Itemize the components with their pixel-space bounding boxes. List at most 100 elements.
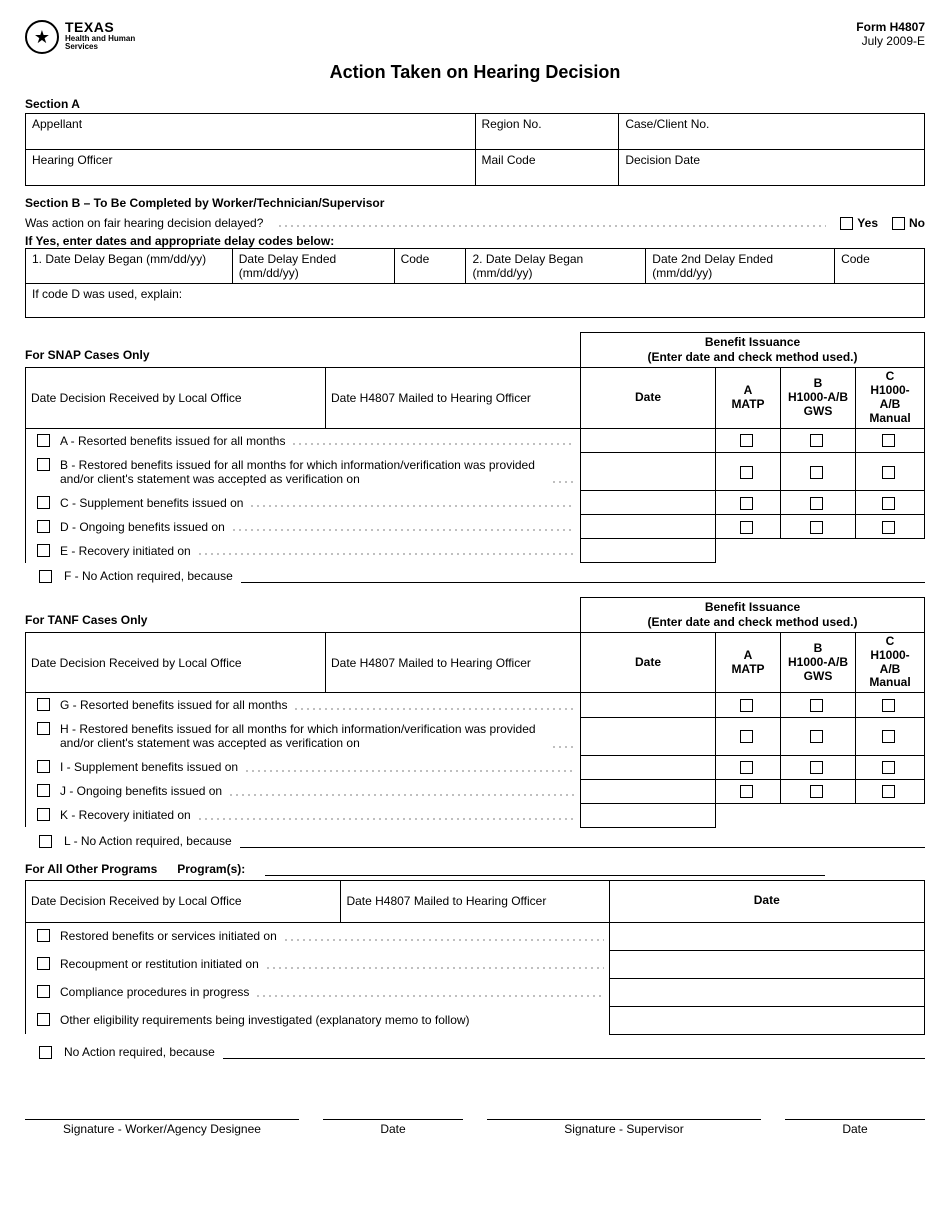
snap-heading: For SNAP Cases Only bbox=[25, 332, 580, 367]
snap-a-gws-checkbox[interactable] bbox=[810, 434, 823, 447]
region-no-field[interactable]: Region No. bbox=[475, 114, 619, 150]
snap-f-reason-line[interactable] bbox=[241, 569, 925, 583]
tanf-j-gws-checkbox[interactable] bbox=[810, 785, 823, 798]
other-recoup-checkbox[interactable] bbox=[37, 957, 50, 970]
tanf-i-manual-checkbox[interactable] bbox=[882, 761, 895, 774]
snap-table: Date Decision Received by Local Office D… bbox=[25, 367, 925, 563]
tanf-i-checkbox[interactable] bbox=[37, 760, 50, 773]
hearing-officer-field[interactable]: Hearing Officer bbox=[26, 150, 476, 186]
code-d-explain-field[interactable]: If code D was used, explain: bbox=[26, 284, 925, 318]
snap-d-checkbox[interactable] bbox=[37, 520, 50, 533]
snap-a-matp-checkbox[interactable] bbox=[740, 434, 753, 447]
tanf-k-date[interactable] bbox=[581, 803, 716, 827]
other-compliance-date[interactable] bbox=[609, 978, 924, 1006]
other-elig-checkbox[interactable] bbox=[37, 1013, 50, 1026]
other-item-recoup: Recoupment or restitution initiated on bbox=[26, 950, 610, 978]
snap-b-date[interactable] bbox=[581, 453, 716, 491]
snap-a-manual-checkbox[interactable] bbox=[882, 434, 895, 447]
tanf-i-matp-checkbox[interactable] bbox=[740, 761, 753, 774]
benefit-issuance-heading-snap: Benefit Issuance (Enter date and check m… bbox=[580, 332, 925, 367]
tanf-h-checkbox[interactable] bbox=[37, 722, 50, 735]
page-header: ★ TEXAS Health and Human Services Form H… bbox=[25, 20, 925, 54]
mail-code-field[interactable]: Mail Code bbox=[475, 150, 619, 186]
tanf-h-date[interactable] bbox=[581, 717, 716, 755]
tanf-date-received-field[interactable]: Date Decision Received by Local Office bbox=[26, 633, 326, 693]
yes-checkbox[interactable] bbox=[840, 217, 853, 230]
other-restored-checkbox[interactable] bbox=[37, 929, 50, 942]
snap-c-matp-checkbox[interactable] bbox=[740, 497, 753, 510]
other-no-action-reason-line[interactable] bbox=[223, 1045, 925, 1059]
snap-b-matp-checkbox[interactable] bbox=[740, 466, 753, 479]
snap-b-checkbox[interactable] bbox=[37, 458, 50, 471]
tanf-k-checkbox[interactable] bbox=[37, 808, 50, 821]
tanf-j-date[interactable] bbox=[581, 779, 716, 803]
other-item-restored: Restored benefits or services initiated … bbox=[26, 922, 610, 950]
other-compliance-checkbox[interactable] bbox=[37, 985, 50, 998]
tanf-i-gws-checkbox[interactable] bbox=[810, 761, 823, 774]
case-client-no-field[interactable]: Case/Client No. bbox=[619, 114, 925, 150]
delay2-ended-field[interactable]: Date 2nd Delay Ended (mm/dd/yy) bbox=[646, 249, 835, 284]
other-no-action-text: No Action required, because bbox=[64, 1045, 215, 1059]
agency-logo-block: ★ TEXAS Health and Human Services bbox=[25, 20, 135, 54]
tanf-table: Date Decision Received by Local Office D… bbox=[25, 632, 925, 828]
tanf-j-matp-checkbox[interactable] bbox=[740, 785, 753, 798]
other-date-mailed-field[interactable]: Date H4807 Mailed to Hearing Officer bbox=[341, 880, 609, 922]
tanf-h-matp-checkbox[interactable] bbox=[740, 730, 753, 743]
delay2-began-field[interactable]: 2. Date Delay Began (mm/dd/yy) bbox=[466, 249, 646, 284]
tanf-col-b: BH1000-A/BGWS bbox=[781, 633, 856, 693]
snap-c-date[interactable] bbox=[581, 491, 716, 515]
other-recoup-date[interactable] bbox=[609, 950, 924, 978]
tanf-g-manual-checkbox[interactable] bbox=[882, 699, 895, 712]
tanf-i-date[interactable] bbox=[581, 755, 716, 779]
signature-date2[interactable]: Date bbox=[785, 1119, 925, 1136]
section-a-label: Section A bbox=[25, 97, 925, 111]
state-seal-icon: ★ bbox=[25, 20, 59, 54]
tanf-g-date[interactable] bbox=[581, 693, 716, 718]
delay2-code-field[interactable]: Code bbox=[835, 249, 925, 284]
delay1-code-field[interactable]: Code bbox=[394, 249, 466, 284]
tanf-j-manual-checkbox[interactable] bbox=[882, 785, 895, 798]
other-no-action-checkbox[interactable] bbox=[39, 1046, 52, 1059]
appellant-field[interactable]: Appellant bbox=[26, 114, 476, 150]
other-date-received-field[interactable]: Date Decision Received by Local Office bbox=[26, 880, 341, 922]
delay1-began-field[interactable]: 1. Date Delay Began (mm/dd/yy) bbox=[26, 249, 233, 284]
snap-header-row: For SNAP Cases Only Benefit Issuance (En… bbox=[25, 332, 925, 367]
snap-b-gws-checkbox[interactable] bbox=[810, 466, 823, 479]
programs-input-line[interactable] bbox=[265, 862, 825, 876]
other-restored-date[interactable] bbox=[609, 922, 924, 950]
tanf-l-checkbox[interactable] bbox=[39, 835, 52, 848]
snap-item-b: B - Restored benefits issued for all mon… bbox=[26, 453, 581, 491]
tanf-g-gws-checkbox[interactable] bbox=[810, 699, 823, 712]
no-checkbox[interactable] bbox=[892, 217, 905, 230]
delay1-ended-field[interactable]: Date Delay Ended (mm/dd/yy) bbox=[232, 249, 394, 284]
decision-date-field[interactable]: Decision Date bbox=[619, 150, 925, 186]
signature-date1[interactable]: Date bbox=[323, 1119, 463, 1136]
snap-d-date[interactable] bbox=[581, 515, 716, 539]
tanf-g-checkbox[interactable] bbox=[37, 698, 50, 711]
snap-a-checkbox[interactable] bbox=[37, 434, 50, 447]
snap-d-manual-checkbox[interactable] bbox=[882, 521, 895, 534]
signature-worker[interactable]: Signature - Worker/Agency Designee bbox=[25, 1119, 299, 1136]
snap-f-checkbox[interactable] bbox=[39, 570, 52, 583]
snap-date-received-field[interactable]: Date Decision Received by Local Office bbox=[26, 368, 326, 428]
snap-e-date[interactable] bbox=[581, 539, 716, 563]
other-elig-date[interactable] bbox=[609, 1006, 924, 1034]
tanf-l-reason-line[interactable] bbox=[240, 834, 925, 848]
snap-c-checkbox[interactable] bbox=[37, 496, 50, 509]
other-no-action-row: No Action required, because bbox=[25, 1045, 925, 1059]
snap-a-date[interactable] bbox=[581, 428, 716, 453]
tanf-h-gws-checkbox[interactable] bbox=[810, 730, 823, 743]
snap-c-manual-checkbox[interactable] bbox=[882, 497, 895, 510]
snap-b-manual-checkbox[interactable] bbox=[882, 466, 895, 479]
snap-d-matp-checkbox[interactable] bbox=[740, 521, 753, 534]
signature-supervisor[interactable]: Signature - Supervisor bbox=[487, 1119, 761, 1136]
snap-c-gws-checkbox[interactable] bbox=[810, 497, 823, 510]
tanf-j-checkbox[interactable] bbox=[37, 784, 50, 797]
snap-e-checkbox[interactable] bbox=[37, 544, 50, 557]
snap-item-f-text: F - No Action required, because bbox=[64, 569, 233, 583]
tanf-date-mailed-field[interactable]: Date H4807 Mailed to Hearing Officer bbox=[326, 633, 581, 693]
tanf-h-manual-checkbox[interactable] bbox=[882, 730, 895, 743]
snap-date-mailed-field[interactable]: Date H4807 Mailed to Hearing Officer bbox=[326, 368, 581, 428]
tanf-g-matp-checkbox[interactable] bbox=[740, 699, 753, 712]
snap-d-gws-checkbox[interactable] bbox=[810, 521, 823, 534]
